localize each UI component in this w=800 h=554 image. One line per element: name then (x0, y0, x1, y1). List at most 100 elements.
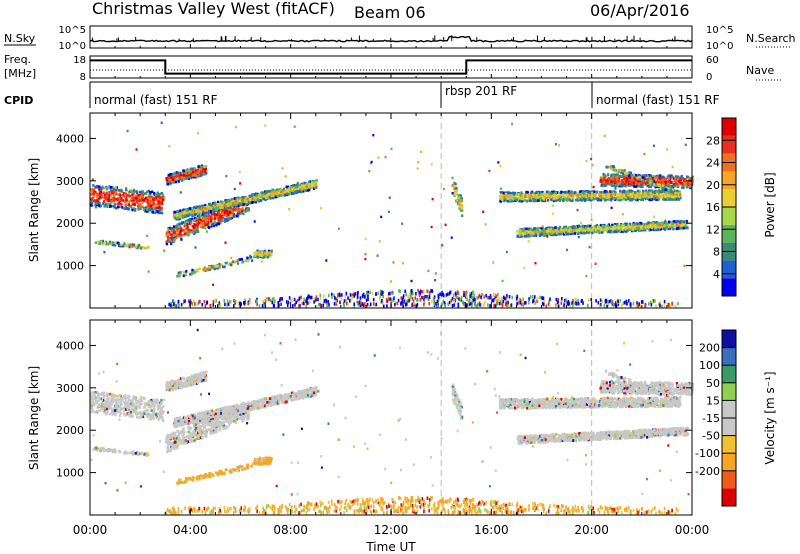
echo-cell (193, 226, 196, 230)
echo-cell (641, 197, 644, 201)
echo-cell (235, 214, 238, 218)
echo-cell (629, 225, 632, 229)
echo-cell (661, 227, 664, 230)
echo-cell (232, 208, 235, 212)
echo-cell (93, 194, 96, 198)
echo-cell (234, 202, 237, 205)
echo-cell (233, 197, 236, 200)
echo-cell (182, 228, 185, 232)
echo-cell (255, 194, 258, 198)
echo-cell (199, 220, 202, 223)
echo-cell (255, 192, 258, 196)
echo-cell (549, 232, 552, 236)
echo-cell (287, 193, 290, 196)
echo-cell (536, 190, 539, 194)
echo-cell (585, 231, 588, 234)
echo-cell (539, 234, 542, 237)
echo-cell (149, 191, 152, 194)
echo-cell (298, 186, 301, 190)
echo-cell (669, 175, 672, 179)
echo-cell (198, 267, 201, 271)
echo-cell (300, 184, 303, 187)
echo-cell (680, 181, 683, 185)
echo-cell (573, 191, 576, 194)
echo-cell (178, 176, 181, 180)
echo-cell (131, 191, 134, 195)
echo-cell (178, 222, 181, 226)
echo-cell (179, 233, 182, 236)
echo-cell (193, 231, 197, 234)
echo-cell (224, 261, 227, 265)
echo-cell (545, 230, 548, 234)
echo-cell (615, 173, 618, 176)
echo-cell (120, 188, 123, 192)
date-label: 06/Apr/2016 (590, 1, 690, 20)
echo-cell (207, 211, 211, 214)
echo-cell (461, 206, 464, 210)
echo-cell (134, 194, 137, 198)
echo-cell (248, 201, 251, 205)
echo-cell (526, 193, 529, 197)
echo-cell (598, 193, 602, 196)
echo-cell (591, 191, 594, 195)
echo-cell (291, 189, 294, 193)
freq-unit-label: [MHz] (4, 67, 36, 80)
echo-cell (290, 185, 293, 189)
echo-cell (535, 234, 538, 237)
echo-cell (611, 177, 615, 181)
echo-cell (571, 194, 574, 197)
echo-cell (132, 192, 135, 196)
echo-cell (285, 185, 288, 189)
echo-cell (102, 202, 105, 205)
echo-cell (610, 190, 613, 193)
echo-cell (569, 230, 572, 233)
echo-cell (187, 177, 190, 180)
echo-cell (650, 228, 653, 231)
echo-cell (644, 228, 647, 232)
echo-cell (225, 199, 228, 202)
echo-cell (538, 193, 541, 197)
echo-cell (526, 232, 529, 236)
echo-cell (118, 192, 122, 195)
echo-cell (501, 198, 504, 201)
echo-cell (142, 208, 145, 212)
echo-cell (297, 188, 301, 192)
echo-cell (540, 197, 543, 200)
echo-cell (453, 194, 456, 197)
echo-cell (241, 196, 244, 200)
echo-cell (653, 221, 657, 224)
echo-cell (213, 215, 217, 218)
echo-cell (534, 231, 537, 234)
echo-cell (242, 203, 245, 206)
echo-cell (157, 200, 160, 204)
echo-cell (600, 231, 604, 234)
echo-cell (112, 194, 115, 197)
echo-cell (253, 254, 256, 258)
echo-cell (148, 192, 152, 196)
echo-cell (117, 244, 121, 247)
echo-cell (94, 241, 97, 244)
echo-cell (177, 216, 180, 220)
echo-cell (518, 233, 521, 237)
echo-cell (182, 271, 185, 274)
echo-cell (527, 233, 530, 237)
echo-cell (523, 199, 526, 202)
echo-cell (567, 232, 570, 236)
echo-cell (181, 179, 184, 182)
echo-cell (588, 198, 591, 202)
echo-cell (262, 197, 265, 201)
nsearch-tick-bottom: 10^0 (706, 41, 733, 52)
echo-cell (207, 213, 210, 217)
echo-cell (236, 196, 239, 200)
echo-cell (129, 205, 132, 208)
echo-cell (524, 235, 527, 238)
echo-cell (166, 238, 170, 242)
echo-cell (579, 230, 582, 233)
echo-cell (196, 223, 199, 226)
echo-cell (134, 207, 137, 211)
echo-cell (679, 193, 682, 196)
echo-cell (102, 191, 105, 194)
echo-cell (152, 207, 155, 210)
echo-cell (123, 193, 127, 197)
echo-cell (179, 212, 182, 215)
